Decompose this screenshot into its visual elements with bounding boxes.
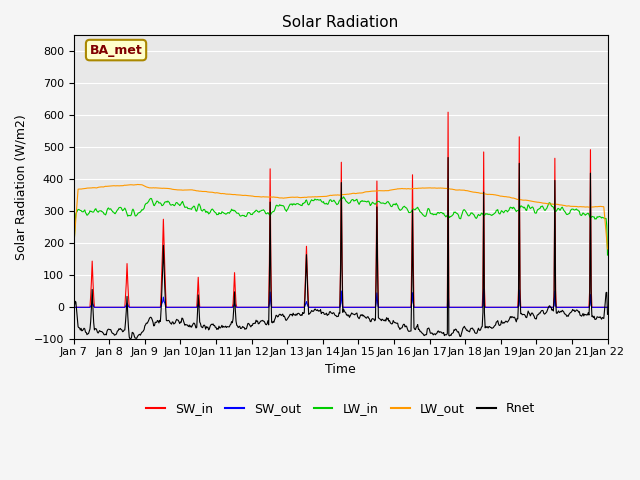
Text: BA_met: BA_met [90,44,143,57]
Y-axis label: Solar Radiation (W/m2): Solar Radiation (W/m2) [15,114,28,260]
Legend: SW_in, SW_out, LW_in, LW_out, Rnet: SW_in, SW_out, LW_in, LW_out, Rnet [141,397,540,420]
Line: SW_in: SW_in [74,112,607,307]
Line: Rnet: Rnet [74,157,607,339]
X-axis label: Time: Time [325,362,356,375]
Line: LW_out: LW_out [74,184,607,249]
Line: SW_out: SW_out [74,289,607,307]
Title: Solar Radiation: Solar Radiation [282,15,399,30]
Line: LW_in: LW_in [74,197,607,269]
